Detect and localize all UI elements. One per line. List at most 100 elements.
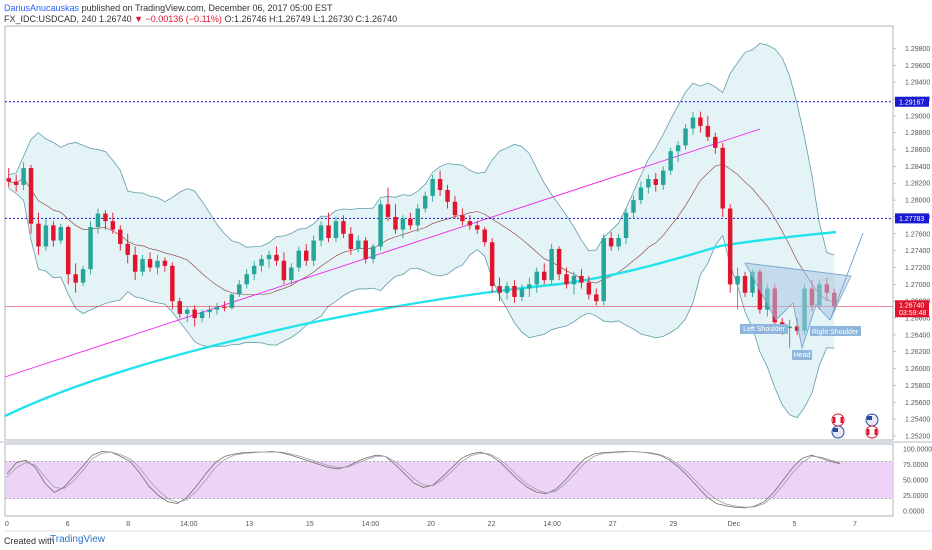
price-tick-label: 1.25800 (905, 383, 930, 390)
candle-body (333, 221, 339, 238)
candle-body (690, 117, 696, 129)
candle (512, 280, 517, 303)
candle-body (199, 312, 205, 319)
candle-body (430, 179, 435, 196)
candle-body (289, 267, 294, 281)
candle-body (184, 309, 190, 314)
candle-body (616, 238, 621, 247)
chart-footer: Created with TradingView (0, 532, 932, 550)
us-flag-icon-2[interactable] (831, 425, 845, 439)
price-tick-label: 1.26400 (905, 332, 930, 339)
candle (140, 254, 145, 276)
band-basis (8, 163, 835, 302)
candle (184, 307, 190, 323)
candle (266, 250, 272, 268)
upper-band (8, 43, 835, 256)
stochastic-pane: 100.0000 75.0000 50.0000 25.0000 0.0000 (5, 447, 932, 516)
candle (147, 252, 153, 272)
candle-body (88, 227, 93, 270)
candle (422, 191, 428, 213)
price-tick-label: 1.26200 (905, 349, 930, 356)
candle-body (43, 225, 49, 247)
candle-body (65, 227, 71, 275)
candle-body (675, 145, 681, 152)
tradingview-logo[interactable]: TradingView (50, 534, 106, 545)
candle-body (341, 221, 346, 234)
candle (259, 254, 264, 272)
candle (400, 215, 406, 238)
time-axis[interactable]: 0 6 8 14:00 13 15 14:00 20 22 14:00 27 29 Dec 5 7 (5, 521, 857, 528)
candle (720, 142, 725, 217)
price-tick-label: 1.27600 (905, 231, 930, 238)
candle-body (103, 213, 108, 222)
candle-body (497, 286, 502, 293)
candle (638, 181, 644, 205)
candle (244, 269, 249, 289)
candle (713, 132, 718, 154)
candle (207, 305, 212, 319)
time-tick-label: 15 (306, 521, 314, 528)
price-tick-label: 1.29600 (905, 63, 930, 70)
candle-body (579, 275, 584, 283)
candle (556, 246, 562, 281)
price-tick-label: 1.26600 (905, 316, 930, 323)
time-tick-label: 14:00 (543, 521, 561, 528)
candle (408, 212, 413, 230)
candle (460, 208, 465, 226)
candle (229, 292, 235, 310)
candle (370, 243, 376, 264)
candle (475, 221, 480, 234)
candle-body (393, 216, 398, 230)
candle-body (170, 265, 175, 302)
candle-body (385, 204, 391, 217)
candle (705, 115, 711, 142)
candle (274, 246, 279, 266)
candle-body (378, 204, 383, 247)
candle (348, 227, 354, 255)
candle (28, 164, 34, 234)
canada-flag-icon[interactable] (831, 413, 845, 427)
candle-body (742, 275, 748, 293)
annotation-right-shoulder: Right Shoulder (812, 329, 859, 336)
price-tick-label: 1.29800 (905, 46, 930, 53)
canada-flag-icon-2[interactable] (865, 425, 879, 439)
time-tick-label: 29 (669, 521, 677, 528)
us-flag-icon[interactable] (865, 413, 879, 427)
candle (36, 212, 41, 255)
candle (110, 212, 116, 234)
created-with-label: Created with (4, 536, 55, 546)
calendar-event-icons[interactable] (831, 413, 879, 439)
candle-body (363, 240, 368, 260)
author-link[interactable]: DariusAnucauskas (4, 3, 80, 13)
candle (222, 301, 227, 312)
price-level-tag (895, 96, 929, 107)
candle-body (705, 125, 711, 137)
price-tick-label: 1.28400 (905, 164, 930, 171)
candle-body (318, 225, 324, 241)
annotation-left-shoulder: Left Shoulder (743, 326, 785, 333)
candle-body (370, 246, 376, 260)
candle-body (118, 229, 123, 244)
candle-body (638, 187, 644, 201)
candle-body (482, 229, 487, 243)
price-tick-label: 1.27000 (905, 282, 930, 289)
candle-body (51, 225, 56, 241)
candle (497, 277, 502, 302)
price-level-tag (895, 213, 929, 224)
time-tick-label: 6 (66, 521, 70, 528)
candle (549, 243, 554, 285)
candle-body (266, 254, 272, 260)
candle-body (6, 178, 11, 182)
candle (88, 221, 93, 275)
candle (214, 302, 220, 315)
candle (564, 267, 569, 289)
annotation-head: Head (794, 352, 811, 359)
candle-body (281, 260, 287, 281)
candle-body (36, 223, 41, 247)
bollinger-bands (8, 43, 835, 419)
candle (594, 288, 599, 306)
candle (378, 200, 383, 251)
candle (103, 210, 108, 230)
